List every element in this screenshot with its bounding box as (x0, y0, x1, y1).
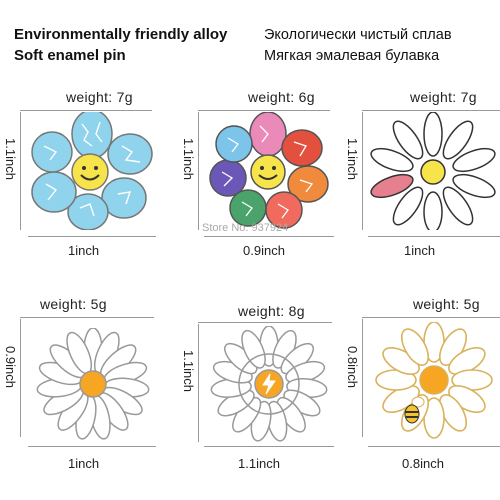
width-guide (368, 236, 500, 237)
product-weight: weight: 7g (410, 89, 477, 105)
product-height-label: 1.1inch (181, 138, 196, 180)
divider (198, 322, 332, 323)
rainbow-smiley-flower-icon (209, 112, 329, 229)
divider (20, 110, 152, 111)
product-height-label: 1.1inch (181, 350, 196, 392)
title-russian-line1: Экологически чистый сплав (264, 27, 452, 43)
height-guide (362, 112, 363, 230)
product-width-label: 1.1inch (238, 456, 280, 471)
divider (198, 110, 330, 111)
title-english-line1: Environmentally friendly alloy (14, 26, 228, 43)
product-width-label: 1inch (68, 456, 100, 471)
lightning-daisy-icon (210, 326, 328, 442)
white-daisy-icon (36, 328, 150, 440)
product-width-label: 0.8inch (402, 456, 444, 471)
height-guide (362, 319, 363, 437)
width-guide (368, 446, 500, 447)
product-weight: weight: 5g (413, 296, 480, 312)
divider (362, 110, 500, 111)
width-guide (204, 236, 334, 237)
bee-daisy-icon (375, 322, 493, 439)
product-weight: weight: 5g (40, 296, 107, 312)
height-guide (20, 319, 21, 437)
height-guide (198, 112, 199, 230)
product-width-label: 0.9inch (243, 243, 285, 258)
text-daisy-icon (370, 112, 496, 230)
blue-smiley-flower-icon (31, 112, 153, 230)
product-height-label: 1.1inch (3, 138, 18, 180)
product-height-label: 0.8inch (345, 346, 360, 388)
product-width-label: 1inch (68, 243, 100, 258)
title-russian-line2: Мягкая эмалевая булавка (264, 48, 440, 64)
title-english-line2: Soft enamel pin (14, 47, 126, 64)
divider (20, 317, 154, 318)
product-weight: weight: 6g (248, 89, 315, 105)
height-guide (20, 112, 21, 230)
product-weight: weight: 7g (66, 89, 133, 105)
product-weight: weight: 8g (238, 303, 305, 319)
store-watermark: Store No. 937924 (202, 222, 289, 234)
product-height-label: 1.1inch (345, 138, 360, 180)
bee-icon (404, 396, 425, 424)
height-guide (198, 324, 199, 442)
product-height-label: 0.9inch (3, 346, 18, 388)
product-width-label: 1inch (404, 243, 436, 258)
divider (362, 317, 500, 318)
width-guide (28, 236, 156, 237)
width-guide (28, 446, 156, 447)
width-guide (204, 446, 334, 447)
